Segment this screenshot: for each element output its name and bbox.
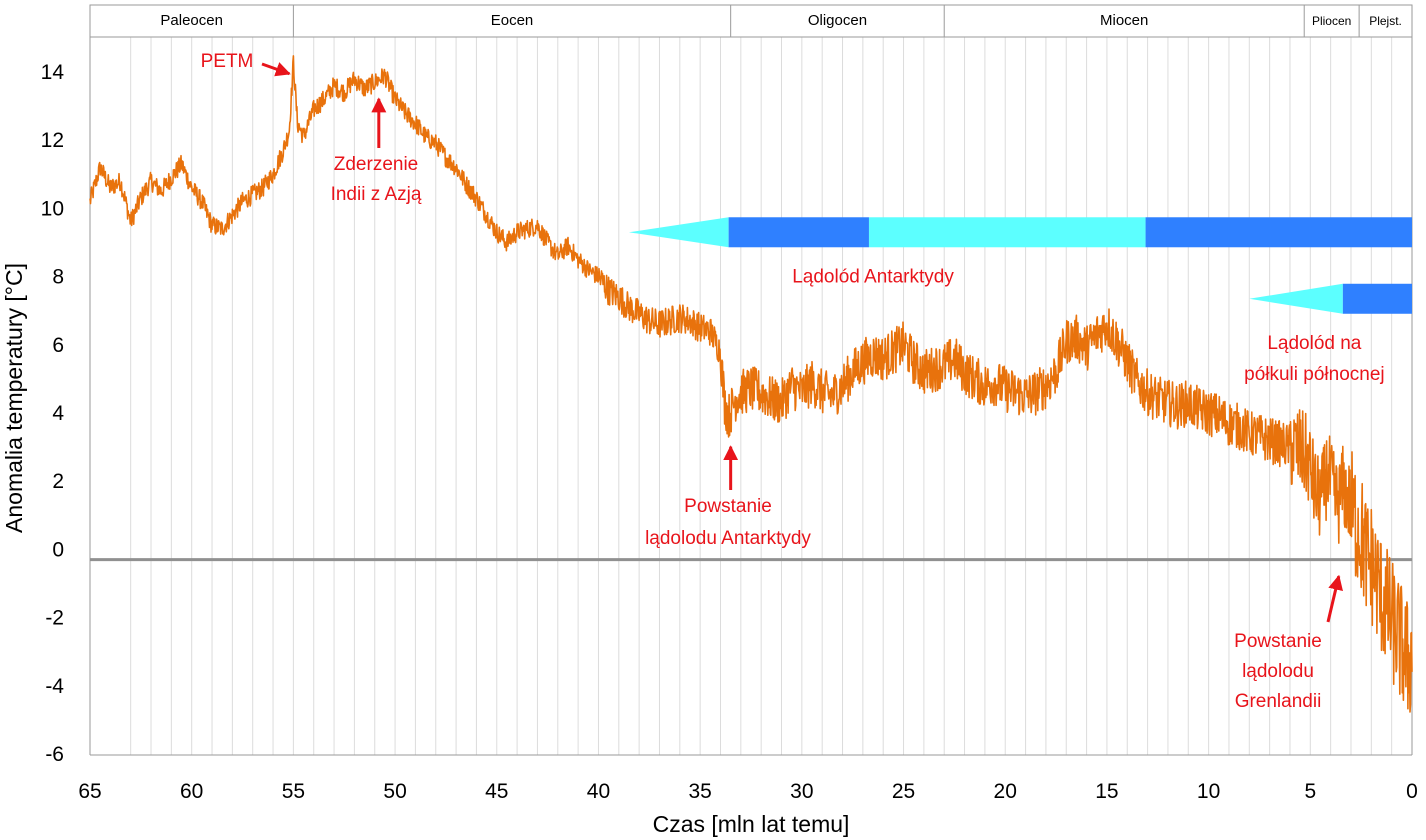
- x-tick-label: 15: [1095, 780, 1118, 803]
- annotation-text: Zderzenie: [334, 154, 419, 175]
- x-tick-label: 30: [790, 780, 813, 803]
- ice-sheet-bars: Lądolód Antarktydy Lądolód na półkuli półn…: [628, 217, 1412, 385]
- epoch-label: Miocen: [1100, 12, 1148, 29]
- y-tick-label: 8: [52, 266, 64, 289]
- x-axis-tick-labels: 65 60 55 50 45 40 35 30 25 20 15 10 5 0: [78, 780, 1418, 803]
- y-tick-label: -2: [45, 607, 64, 630]
- y-tick-label: 0: [52, 538, 64, 561]
- x-tick-label: 20: [994, 780, 1017, 803]
- ice-sheet-label: Lądolód Antarktydy: [792, 266, 954, 287]
- y-tick-label: 4: [52, 402, 64, 425]
- epoch-label: Paleocen: [160, 12, 223, 29]
- annotation-text: Grenlandii: [1235, 691, 1322, 712]
- ice-sheet-label: Lądolód na: [1267, 333, 1361, 354]
- x-tick-label: 55: [282, 780, 305, 803]
- epoch-label: Pliocen: [1312, 14, 1351, 28]
- vertical-gridlines: [130, 37, 1413, 755]
- y-tick-label: 14: [41, 61, 65, 84]
- y-tick-label: 12: [41, 129, 64, 152]
- epoch-band-frame: [89, 4, 1413, 38]
- temperature-series-line: [89, 55, 1413, 713]
- annotation-arrow: [261, 62, 291, 77]
- y-tick-label: 2: [52, 470, 64, 493]
- ice-sheet-segment: [868, 217, 1146, 248]
- y-tick-label: -4: [45, 675, 64, 698]
- epoch-label: Eocen: [491, 12, 534, 29]
- y-tick-label: 6: [52, 334, 64, 357]
- annotation-text: lądolodu Antarktydy: [645, 528, 811, 549]
- x-tick-label: 35: [688, 780, 711, 803]
- x-tick-label: 0: [1406, 780, 1418, 803]
- x-tick-label: 10: [1197, 780, 1220, 803]
- annotations: PETM Zderzenie Indii z Azją Powstanie lądolo…: [201, 51, 1343, 712]
- x-tick-label: 25: [892, 780, 915, 803]
- annotation-text: PETM: [201, 51, 254, 72]
- y-axis-label: Anomalia temperatury [°C]: [1, 263, 27, 533]
- x-tick-label: 5: [1304, 780, 1316, 803]
- epoch-label: Oligocen: [808, 12, 867, 29]
- epoch-band: Paleocen Eocen Oligocen Miocen Pliocen Plejst…: [89, 4, 1413, 38]
- x-tick-label: 40: [587, 780, 610, 803]
- ice-sheet-segment: [728, 217, 869, 248]
- epoch-label: Plejst.: [1369, 14, 1402, 28]
- y-axis-tick-labels: 14 12 10 8 6 4 2 0 -2 -4 -6: [41, 61, 65, 766]
- ice-sheet-segment: [1145, 217, 1412, 248]
- annotation-text: lądolodu: [1242, 661, 1314, 682]
- x-tick-label: 60: [180, 780, 203, 803]
- y-tick-label: 10: [41, 197, 64, 220]
- x-tick-label: 65: [78, 780, 101, 803]
- annotation-arrow: [1326, 574, 1343, 623]
- x-tick-label: 45: [485, 780, 508, 803]
- x-axis-label: Czas [mln lat temu]: [653, 811, 850, 837]
- ice-sheet-taper: [1249, 283, 1343, 314]
- x-tick-label: 50: [383, 780, 406, 803]
- annotation-text: Powstanie: [1234, 631, 1322, 652]
- y-tick-label: -6: [45, 743, 64, 766]
- annotation-text: Indii z Azją: [331, 184, 422, 205]
- ice-sheet-taper: [628, 217, 729, 248]
- plot-frame: [89, 5, 1413, 756]
- ice-sheet-label: półkuli północnej: [1244, 364, 1385, 385]
- annotation-text: Powstanie: [684, 496, 772, 517]
- ice-sheet-segment: [1342, 283, 1412, 314]
